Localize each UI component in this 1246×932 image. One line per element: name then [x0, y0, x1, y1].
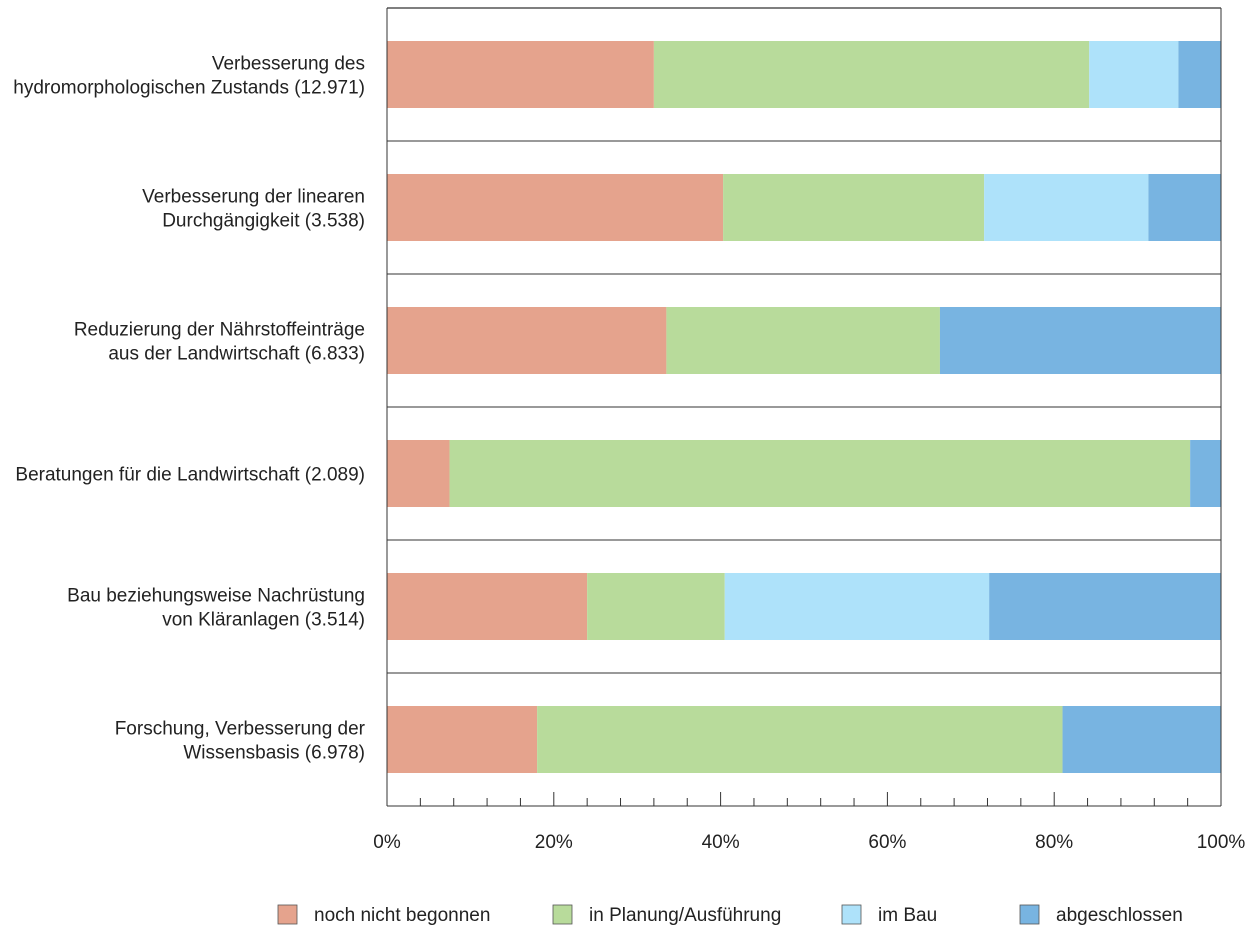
legend-label: in Planung/Ausführung	[589, 905, 781, 926]
grid-layer	[386, 7, 1222, 806]
category-label-line: Reduzierung der Nährstoffeinträge	[74, 320, 365, 341]
bar-segment	[989, 573, 1221, 640]
bar-segment	[387, 307, 667, 374]
bar-segment	[1089, 41, 1179, 108]
category-label: Verbesserung der linearen Durchgängigkeit…	[142, 187, 365, 232]
legend-label: noch nicht begonnen	[314, 905, 490, 926]
category-label-line: Wissensbasis (6.978)	[183, 743, 365, 764]
x-tick-label: 60%	[868, 832, 906, 853]
legend-label: abgeschlossen	[1056, 905, 1183, 926]
x-tick-label: 20%	[535, 832, 573, 853]
category-label: Bau beziehungsweise Nachrüstung von Klära…	[67, 586, 365, 631]
category-label-line: hydromorphologischen Zustands (12.971)	[13, 78, 365, 99]
x-tick-label: 0%	[373, 832, 401, 853]
category-label-line: Beratungen für die Landwirtschaft (2.089…	[15, 465, 365, 486]
bar-segment	[537, 706, 1063, 773]
bar-segment	[387, 573, 588, 640]
bar-segment	[387, 706, 538, 773]
x-tick-label: 100%	[1197, 832, 1246, 853]
bar-segment	[984, 174, 1149, 241]
legend-label: im Bau	[878, 905, 937, 926]
legend-swatch	[552, 904, 573, 925]
bar-segment	[449, 440, 1191, 507]
category-label-line: aus der Landwirtschaft (6.833)	[108, 344, 365, 365]
bar-segment	[387, 174, 724, 241]
legend-swatch	[1019, 904, 1040, 925]
category-label: Verbesserung des hydromorphologischen Zus…	[13, 54, 365, 99]
category-label-line: Bau beziehungsweise Nachrüstung	[67, 586, 365, 607]
legend-item: noch nicht begonnen	[277, 904, 490, 926]
category-label: Beratungen für die Landwirtschaft (2.089…	[15, 465, 365, 486]
bar-segment	[387, 41, 654, 108]
bar-segment	[1178, 41, 1221, 108]
bar-segment	[387, 440, 450, 507]
category-label-line: Verbesserung des	[212, 54, 365, 75]
legend-swatch	[841, 904, 862, 925]
x-tick-label: 40%	[702, 832, 740, 853]
legend-item: in Planung/Ausführung	[552, 904, 781, 926]
bar-segment	[1190, 440, 1221, 507]
bars-layer	[387, 41, 1221, 773]
bar-segment	[939, 307, 1221, 374]
x-axis: 0% 20% 40% 60% 80% 100%	[373, 792, 1245, 853]
bar-segment	[666, 307, 940, 374]
bar-segment	[1148, 174, 1221, 241]
bar-segment	[724, 573, 990, 640]
category-labels: Verbesserung des hydromorphologischen Zus…	[13, 54, 365, 764]
legend-item: im Bau	[841, 904, 937, 926]
bar-segment	[587, 573, 725, 640]
bar-segment	[1062, 706, 1221, 773]
x-tick-label: 80%	[1035, 832, 1073, 853]
bar-segment	[653, 41, 1090, 108]
legend-item: abgeschlossen	[1019, 904, 1183, 926]
category-label-line: Durchgängigkeit (3.538)	[162, 211, 365, 232]
bar-segment	[723, 174, 985, 241]
legend-swatch	[277, 904, 298, 925]
category-label: Forschung, Verbesserung der Wissensbasis …	[115, 719, 366, 764]
category-label-line: Forschung, Verbesserung der	[115, 719, 366, 740]
category-label: Reduzierung der Nährstoffeinträge aus der…	[74, 320, 365, 365]
category-label-line: Verbesserung der linearen	[142, 187, 365, 208]
legend: noch nicht begonnen in Planung/Ausführung…	[277, 904, 1183, 926]
category-label-line: von Kläranlagen (3.514)	[162, 610, 365, 631]
